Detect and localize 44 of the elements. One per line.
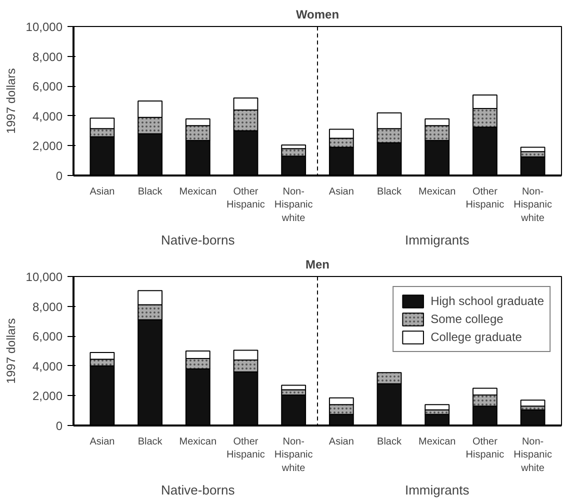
y-axis-title: 1997 dollars [4, 318, 18, 384]
x-tick-label: Asian [90, 436, 115, 448]
y-tick-label: 4,000 [32, 359, 63, 374]
text: Native-borns [161, 232, 236, 248]
x-tick-label: Asian [90, 186, 115, 198]
y-tick-label: 0 [56, 169, 63, 183]
text: Native-borns [161, 482, 236, 498]
x-tick-label: Other Hispanic [226, 186, 265, 211]
y-tick-label: 6,000 [32, 80, 63, 94]
y-axis-title: 1997 dollars [4, 68, 18, 134]
x-tick-label: Non- Hispanic white [514, 436, 552, 474]
y-tick-label: 4,000 [32, 109, 63, 124]
y-tick-label: 8,000 [32, 300, 63, 314]
bar [520, 400, 546, 407]
legend-label: College graduate [430, 330, 522, 344]
x-tick-label: Black [138, 436, 164, 448]
y-tick-label: 6,000 [32, 330, 63, 344]
text: Immigrants [404, 482, 470, 498]
x-tick-label: Mexican [179, 436, 217, 448]
x-tick-label: Black [138, 186, 164, 198]
y-tick-label: 2,000 [32, 139, 63, 154]
x-tick-label: Black [377, 186, 402, 198]
x-tick-label: Other Hispanic [466, 436, 504, 461]
y-tick-label: 10,000 [26, 270, 63, 284]
x-tick-label: Non- Hispanic white [274, 186, 313, 224]
x-tick-label: Non- Hispanic white [514, 186, 552, 224]
y-tick-label: 10,000 [26, 20, 63, 34]
chart-title: Men [306, 258, 330, 272]
y-tick-label: 0 [56, 419, 63, 433]
chart-title: Women [296, 8, 340, 22]
text: Immigrants [404, 232, 470, 248]
x-tick-label: Other Hispanic [226, 436, 265, 461]
legend-label: Some college [430, 312, 504, 326]
x-tick-label: Asian [328, 186, 354, 198]
y-tick-label: 8,000 [32, 50, 63, 64]
x-tick-label: Other Hispanic [466, 186, 504, 211]
x-tick-label: Mexican [179, 186, 217, 198]
y-tick-label: 2,000 [32, 389, 63, 404]
legend-label: High school graduate [430, 294, 544, 308]
x-tick-label: Asian [328, 436, 354, 448]
x-tick-label: Non- Hispanic white [274, 436, 313, 474]
x-tick-label: Mexican [418, 186, 456, 198]
x-tick-label: Black [377, 436, 402, 448]
x-tick-label: Mexican [418, 436, 456, 448]
